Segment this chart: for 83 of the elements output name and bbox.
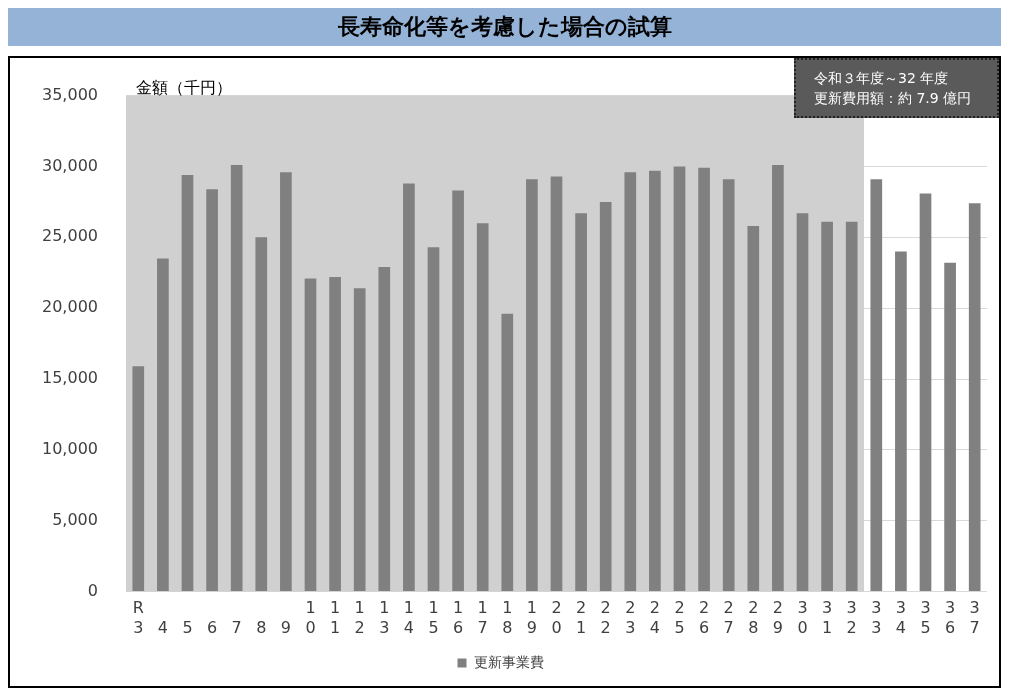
bar <box>845 221 858 592</box>
bar <box>329 276 341 592</box>
x-tick-label: 27 <box>723 598 734 637</box>
bar <box>796 213 809 592</box>
y-tick-label: 30,000 <box>42 155 98 175</box>
x-tick-label: 12 <box>354 598 365 637</box>
bar <box>403 183 415 592</box>
x-tick-label: 31 <box>822 598 833 637</box>
y-tick-label: 20,000 <box>42 297 98 317</box>
x-tick-label: 19 <box>526 598 537 637</box>
bar <box>526 179 538 592</box>
x-tick-label: 35 <box>920 598 931 637</box>
x-tick-label: 21 <box>576 598 587 637</box>
bar <box>378 267 391 592</box>
x-tick-label: 36 <box>945 598 956 637</box>
bar <box>870 179 883 592</box>
bar <box>550 176 563 592</box>
bar <box>575 213 587 592</box>
bar <box>772 165 784 592</box>
bar <box>206 189 218 592</box>
chart-title: 長寿命化等を考慮した場合の試算 <box>8 8 1001 46</box>
x-tick-label: 26 <box>699 598 710 637</box>
y-tick-label: 25,000 <box>42 226 98 246</box>
x-tick-label: 4 <box>157 617 168 637</box>
bar <box>255 237 268 592</box>
bar <box>476 223 489 592</box>
y-tick-label: 5,000 <box>52 509 98 529</box>
annotation: 更新費用額：約 7.9 億円 <box>813 89 973 108</box>
x-tick-label: 18 <box>502 598 513 637</box>
x-tick-label: 23 <box>625 598 636 637</box>
x-tick-label: 33 <box>871 598 882 637</box>
y-tick-label: 0 <box>87 580 98 600</box>
x-tick-label: 25 <box>674 598 685 637</box>
x-tick-label: 28 <box>748 598 759 637</box>
bar <box>181 174 194 592</box>
bar <box>599 201 612 592</box>
x-tick-label: 6 <box>206 617 218 637</box>
bar <box>722 179 735 592</box>
x-tick-label: 7 <box>231 617 242 637</box>
bar <box>698 167 710 592</box>
x-tick-label: 15 <box>428 598 439 637</box>
x-tick-label: 8 <box>256 617 267 637</box>
x-tick-label: 13 <box>379 598 390 637</box>
bar <box>968 203 981 592</box>
x-tick-label: 11 <box>329 598 341 637</box>
legend-label: 更新事業費 <box>473 653 544 670</box>
note-box: 令和３年度～32 年度 更新費用額：約 7.9 億円 <box>794 58 999 118</box>
x-tick-label: 5 <box>182 617 193 637</box>
x-tick-label: 20 <box>551 598 562 637</box>
x-tick-label: 14 <box>403 598 414 637</box>
x-tick-label: 22 <box>600 598 611 637</box>
x-tick-label: 30 <box>797 598 808 637</box>
bar <box>895 251 907 592</box>
bar <box>452 190 464 592</box>
x-tick-label: 9 <box>280 617 291 637</box>
bar <box>649 170 661 592</box>
bar <box>747 225 760 592</box>
bar <box>304 278 317 592</box>
x-tick-label: 29 <box>772 598 783 637</box>
x-tick-label: R3 <box>132 598 144 637</box>
x-tick-label: 24 <box>649 598 660 637</box>
y-axis-title: 金額（千円） <box>136 78 232 99</box>
x-tick-label: 37 <box>969 598 980 637</box>
bar <box>157 258 169 592</box>
y-tick-label: 10,000 <box>42 439 98 459</box>
bar <box>132 366 145 592</box>
bar <box>230 165 243 592</box>
x-tick-label: 16 <box>453 598 464 637</box>
bar <box>427 247 440 592</box>
x-tick-label: 17 <box>477 598 488 637</box>
y-tick-label: 35,000 <box>42 84 98 104</box>
bar <box>673 166 686 592</box>
x-tick-label: 10 <box>305 598 316 637</box>
bar <box>919 193 932 592</box>
x-tick-label: 34 <box>895 598 906 637</box>
bar <box>280 172 292 592</box>
bar <box>821 221 833 592</box>
bar <box>501 313 514 592</box>
bar <box>353 288 366 592</box>
bar <box>624 172 637 592</box>
x-tick-label: 32 <box>846 598 857 637</box>
bar <box>944 262 956 592</box>
y-tick-label: 15,000 <box>42 368 98 388</box>
